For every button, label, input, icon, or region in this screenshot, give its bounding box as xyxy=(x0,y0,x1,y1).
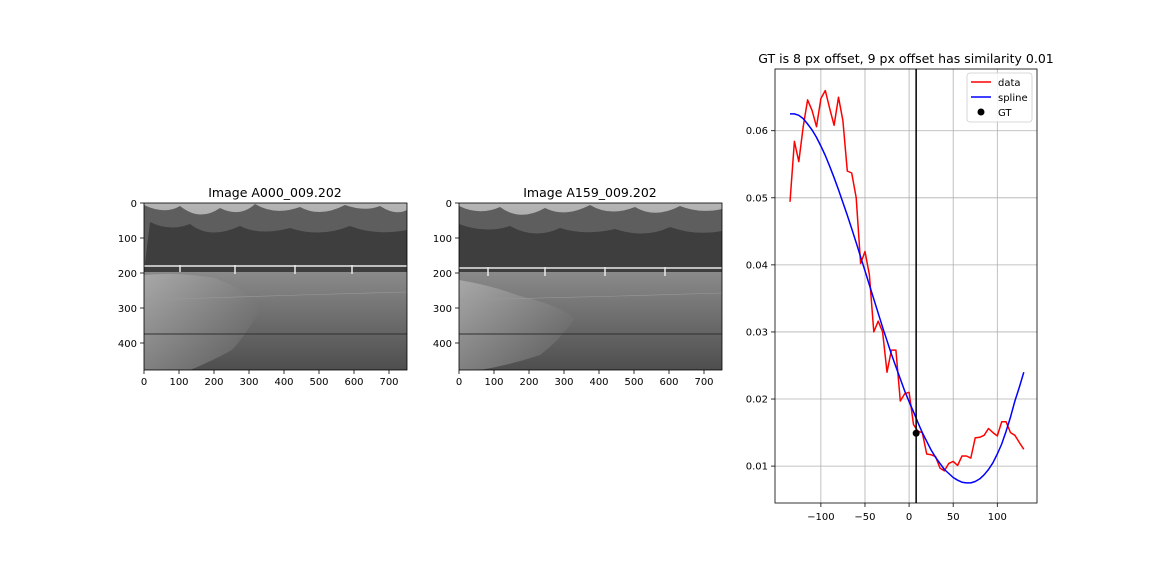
chart-grid xyxy=(775,69,1037,503)
image-2-x-ticks: 0 100 200 300 400 500 600 700 xyxy=(456,370,714,388)
y-tick-label: 100 xyxy=(118,234,137,245)
chart-panel: GT is 8 px offset, 9 px offset has simil… xyxy=(746,51,1054,523)
x-tick-label: 50 xyxy=(947,512,960,523)
image-1-y-ticks: 0 100 200 300 400 xyxy=(118,199,144,350)
chart-frame xyxy=(774,68,1038,504)
chart-x-ticks: −100 −50 0 50 100 xyxy=(807,503,1007,523)
image-1-x-ticks: 0 100 200 300 400 500 600 700 xyxy=(141,370,399,388)
x-tick-label: 100 xyxy=(484,377,503,388)
y-tick-label: 400 xyxy=(433,339,452,350)
x-tick-label: 0 xyxy=(141,377,147,388)
image-1-photo xyxy=(144,203,407,370)
legend-spline-label: spline xyxy=(998,93,1028,104)
legend-gt-label: GT xyxy=(998,108,1012,119)
image-2-photo xyxy=(459,203,722,370)
y-tick-label: 0 xyxy=(446,199,452,210)
x-tick-label: 500 xyxy=(624,377,643,388)
y-tick-label: 0.06 xyxy=(746,126,768,137)
x-tick-label: 0 xyxy=(456,377,462,388)
x-tick-label: 200 xyxy=(519,377,538,388)
x-tick-label: 300 xyxy=(239,377,258,388)
y-tick-label: 0.05 xyxy=(746,193,768,204)
y-tick-label: 0.03 xyxy=(746,327,768,338)
y-tick-label: 0.04 xyxy=(746,260,768,271)
image-2-y-ticks: 0 100 200 300 400 xyxy=(433,199,459,350)
image-panel-1: Image A000_009.202 0 100 200 300 400 500… xyxy=(118,185,408,388)
x-tick-label: 700 xyxy=(379,377,398,388)
y-tick-label: 300 xyxy=(433,304,452,315)
chart-series xyxy=(789,69,1025,503)
y-tick-label: 300 xyxy=(118,304,137,315)
x-tick-label: 100 xyxy=(169,377,188,388)
y-tick-label: 0.02 xyxy=(746,395,768,406)
gt-point xyxy=(912,429,920,437)
x-tick-label: 0 xyxy=(906,512,912,523)
x-tick-label: 600 xyxy=(344,377,363,388)
x-tick-label: 700 xyxy=(694,377,713,388)
chart-title: GT is 8 px offset, 9 px offset has simil… xyxy=(758,51,1053,66)
chart-legend: data spline GT xyxy=(966,72,1033,123)
legend-gt-marker xyxy=(977,108,985,116)
x-tick-label: 400 xyxy=(274,377,293,388)
image-panel-2: Image A159_009.202 0 100 200 300 400 500… xyxy=(433,185,723,388)
y-tick-label: 200 xyxy=(433,269,452,280)
x-tick-label: 600 xyxy=(659,377,678,388)
y-tick-label: 200 xyxy=(118,269,137,280)
x-tick-label: 500 xyxy=(309,377,328,388)
y-tick-label: 0.01 xyxy=(746,462,768,473)
legend-data-label: data xyxy=(998,78,1021,89)
x-tick-label: 300 xyxy=(554,377,573,388)
image-2-title: Image A159_009.202 xyxy=(523,185,656,200)
image-1-title: Image A000_009.202 xyxy=(208,185,341,200)
y-tick-label: 100 xyxy=(433,234,452,245)
series-line-data xyxy=(789,89,1025,472)
x-tick-label: −50 xyxy=(854,512,875,523)
x-tick-label: −100 xyxy=(807,512,834,523)
series-line-spline xyxy=(790,113,1025,484)
y-tick-label: 400 xyxy=(118,339,137,350)
x-tick-label: 200 xyxy=(204,377,223,388)
x-tick-label: 100 xyxy=(988,512,1007,523)
x-tick-label: 400 xyxy=(589,377,608,388)
y-tick-label: 0 xyxy=(131,199,137,210)
chart-y-ticks: 0.01 0.02 0.03 0.04 0.05 0.06 xyxy=(746,126,775,473)
